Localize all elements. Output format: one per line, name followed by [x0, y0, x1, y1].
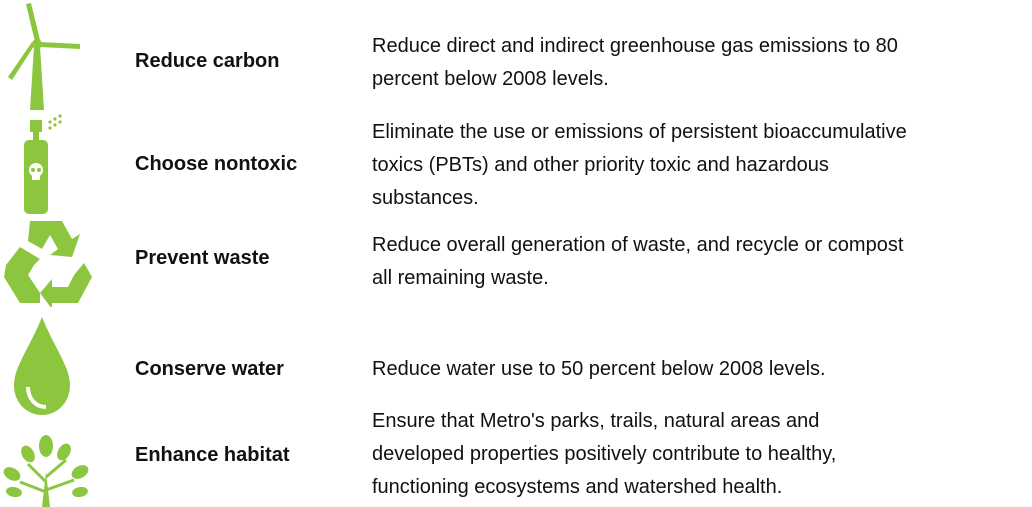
description-line: all remaining waste. — [372, 267, 549, 289]
goal-row: Choose nontoxic Eliminate the use or emi… — [0, 112, 1032, 217]
goal-title: Conserve water — [135, 358, 284, 380]
goal-description: Reduce water use to 50 percent below 200… — [372, 353, 826, 386]
goal-row: Enhance habitat Ensure that Metro's park… — [0, 410, 1032, 507]
goal-title: Enhance habitat — [135, 444, 290, 466]
water-drop-icon — [14, 317, 70, 415]
description-line: Eliminate the use or emissions of persis… — [372, 121, 907, 143]
wind-turbine-icon — [8, 3, 80, 110]
description-line: functioning ecosystems and watershed hea… — [372, 476, 783, 498]
goal-row: Conserve water Reduce water use to 50 pe… — [0, 307, 1032, 422]
recycle-icon — [4, 221, 92, 307]
goal-description: Reduce overall generation of waste, and … — [372, 229, 903, 295]
spray-bottle-icon — [24, 114, 62, 214]
description-line: Ensure that Metro's parks, trails, natur… — [372, 410, 820, 432]
goal-title: Prevent waste — [135, 247, 270, 269]
description-line: developed properties positively contribu… — [372, 443, 837, 465]
tree-icon — [3, 435, 89, 507]
description-line: toxics (PBTs) and other priority toxic a… — [372, 154, 829, 176]
goal-row: Reduce carbon Reduce direct and indirect… — [0, 0, 1032, 112]
goal-title: Choose nontoxic — [135, 153, 298, 175]
goal-title: Reduce carbon — [135, 50, 280, 72]
description-line: substances. — [372, 187, 479, 209]
goal-description: Reduce direct and indirect greenhouse ga… — [372, 30, 898, 96]
description-line: Reduce direct and indirect greenhouse ga… — [372, 35, 898, 57]
description-line: percent below 2008 levels. — [372, 68, 609, 90]
description-line: Reduce overall generation of waste, and … — [372, 234, 904, 256]
goal-description: Ensure that Metro's parks, trails, natur… — [372, 405, 836, 504]
description-line: Reduce water use to 50 percent below 200… — [372, 358, 826, 380]
goal-row: Prevent waste Reduce overall generation … — [0, 217, 1032, 307]
goal-description: Eliminate the use or emissions of persis… — [372, 116, 907, 215]
